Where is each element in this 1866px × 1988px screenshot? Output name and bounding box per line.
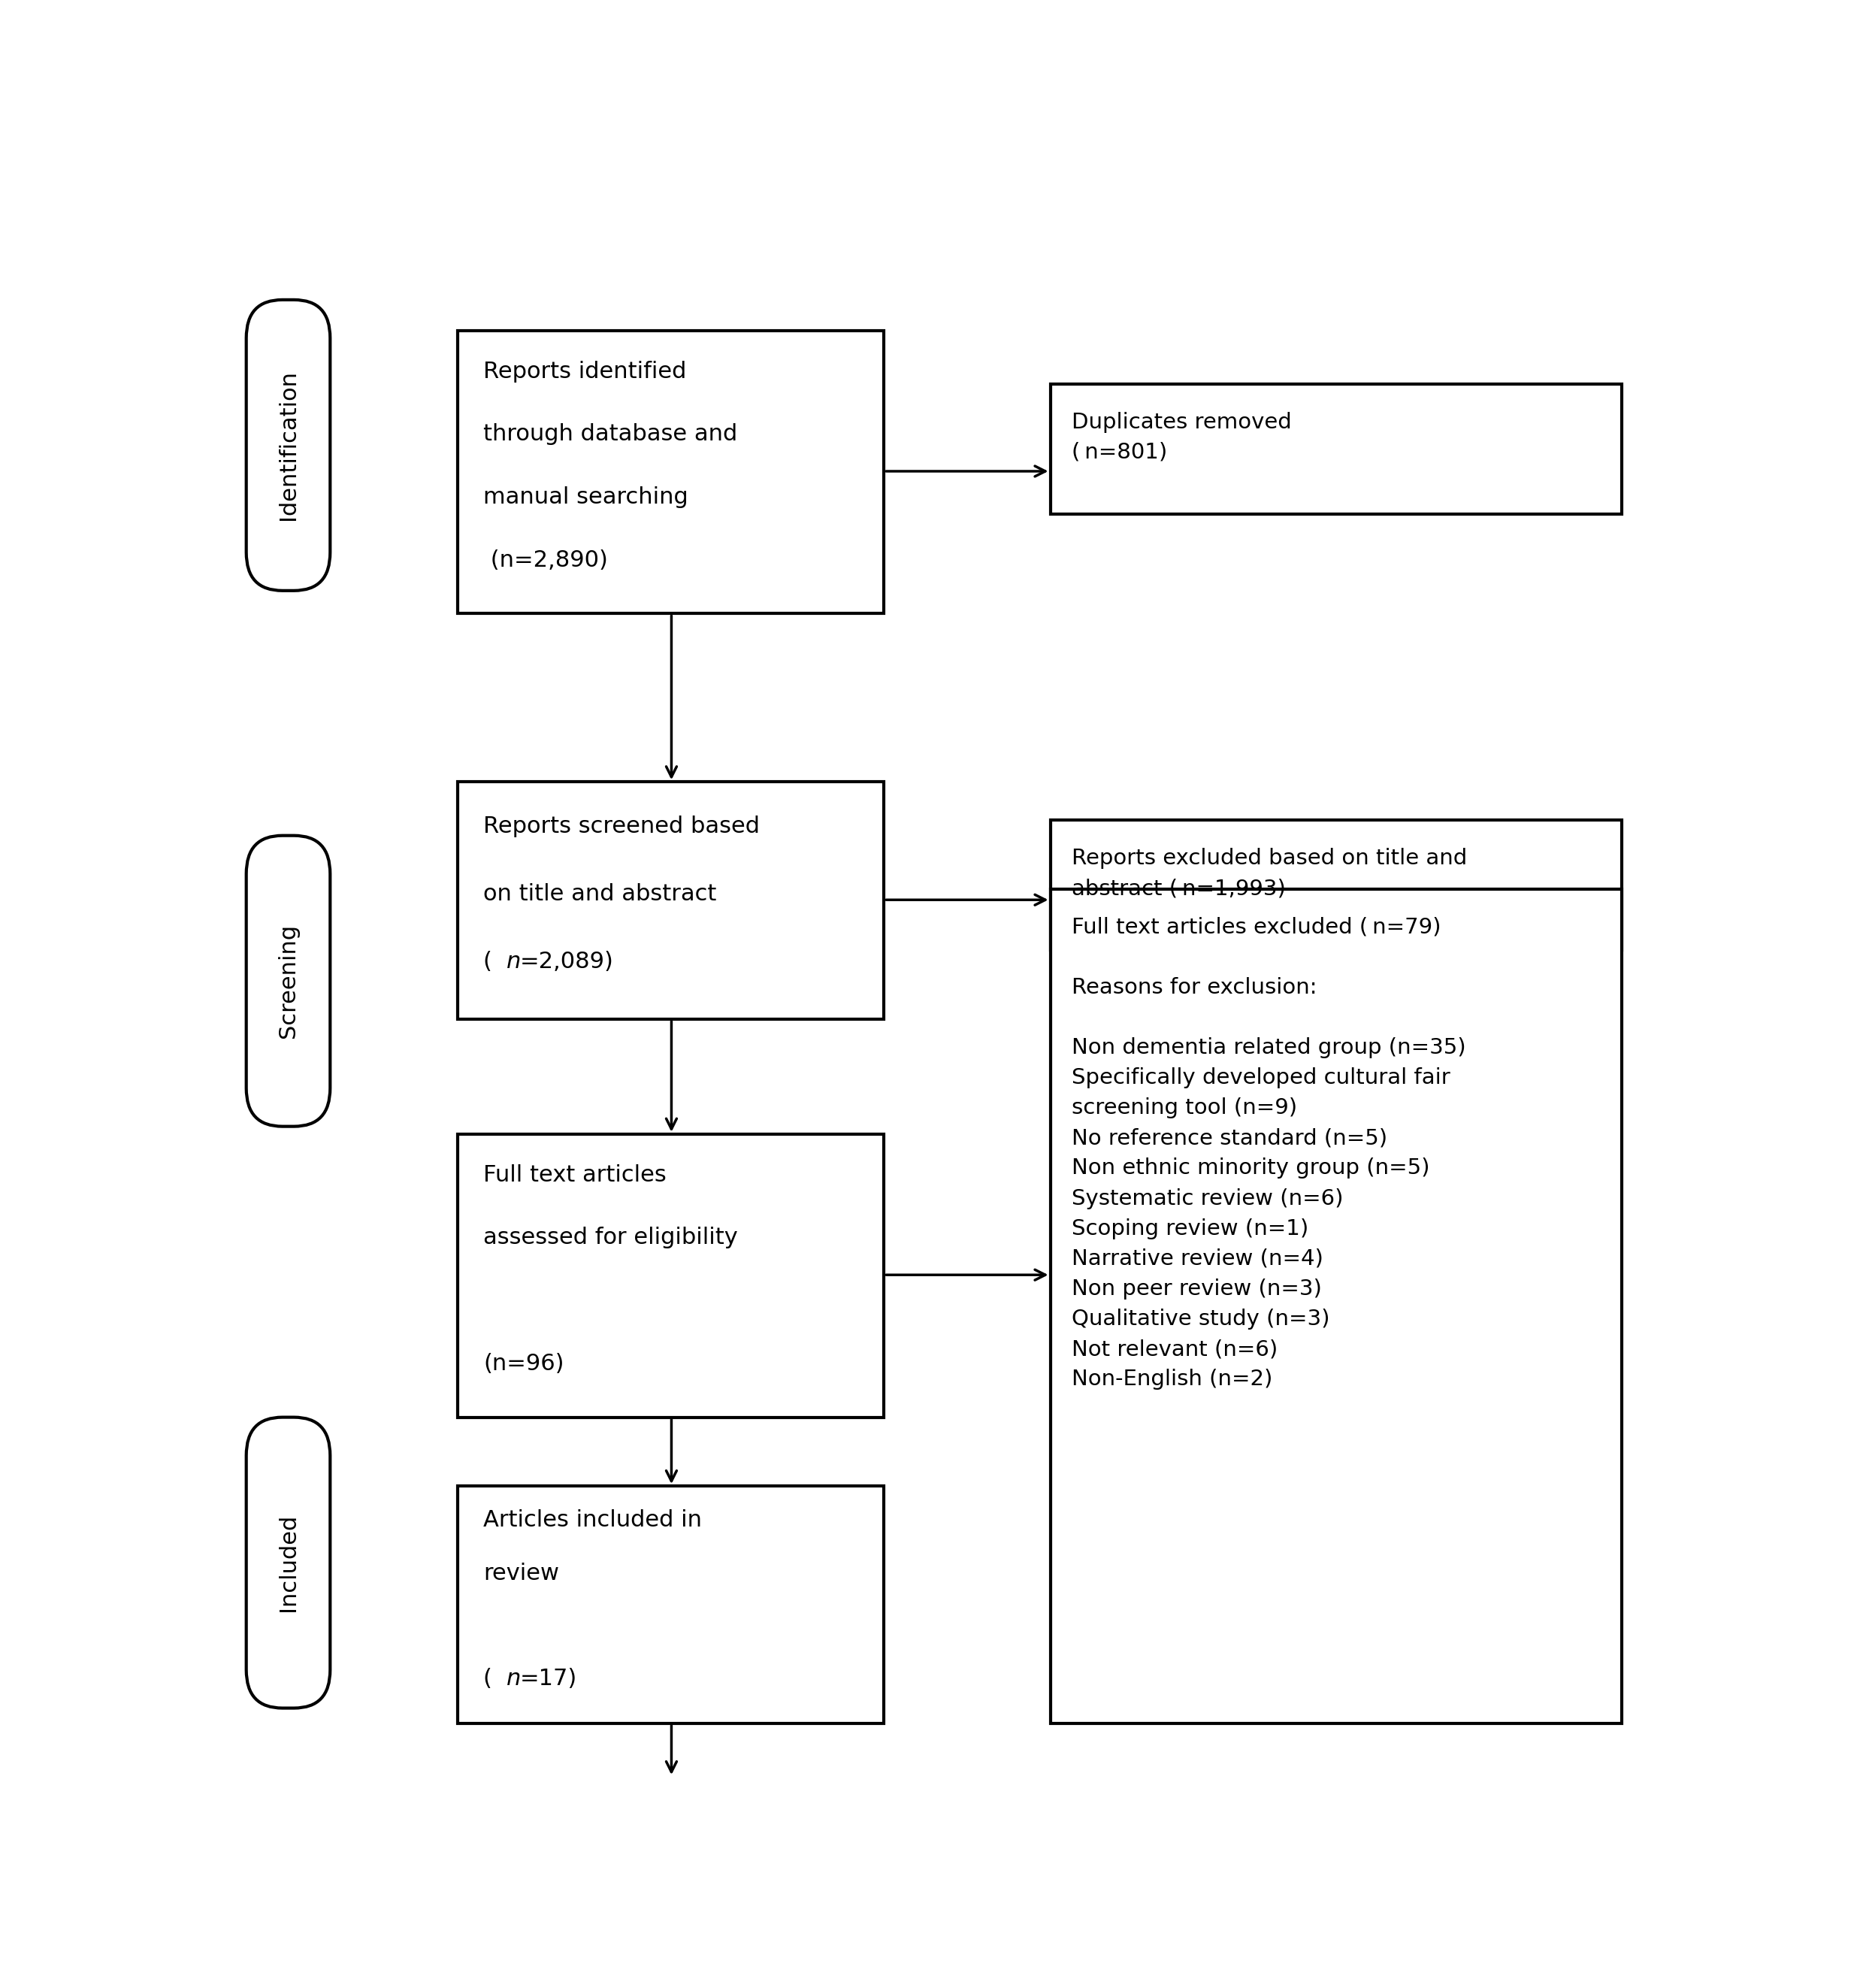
Text: Articles included in: Articles included in [483, 1509, 702, 1531]
Text: (n=2,890): (n=2,890) [483, 549, 608, 571]
Text: n: n [506, 1668, 521, 1690]
Text: Reports excluded based on title and
abstract ( n=1,993): Reports excluded based on title and abst… [1071, 847, 1467, 899]
Bar [457, 1133, 884, 1417]
Bar [1051, 821, 1622, 950]
Text: (n=96): (n=96) [483, 1354, 564, 1374]
Text: assessed for eligibility: assessed for eligibility [483, 1227, 739, 1248]
FancyBboxPatch shape [246, 1417, 330, 1708]
Text: Identification: Identification [278, 370, 299, 521]
Text: on title and abstract: on title and abstract [483, 883, 717, 905]
Bar [457, 781, 884, 1020]
Text: manual searching: manual searching [483, 487, 689, 509]
FancyBboxPatch shape [246, 300, 330, 590]
Text: =17): =17) [519, 1668, 577, 1690]
Text: through database and: through database and [483, 423, 737, 445]
Text: Full text articles excluded ( n=79)

Reasons for exclusion:

Non dementia relate: Full text articles excluded ( n=79) Reas… [1071, 916, 1467, 1390]
Text: review: review [483, 1563, 560, 1584]
Text: Reports identified: Reports identified [483, 360, 687, 382]
Bar [1051, 889, 1622, 1724]
Text: (: ( [483, 1668, 496, 1690]
Text: Reports screened based: Reports screened based [483, 815, 759, 837]
FancyBboxPatch shape [246, 835, 330, 1127]
Text: =2,089): =2,089) [519, 950, 614, 972]
Text: (: ( [483, 950, 496, 972]
Bar [1051, 384, 1622, 515]
Bar [457, 330, 884, 614]
Bar [457, 1487, 884, 1724]
Text: n: n [506, 950, 521, 972]
Text: Screening: Screening [278, 924, 299, 1038]
Text: Full text articles: Full text articles [483, 1165, 666, 1187]
Text: Included: Included [278, 1513, 299, 1612]
Text: Duplicates removed
( n=801): Duplicates removed ( n=801) [1071, 412, 1291, 463]
